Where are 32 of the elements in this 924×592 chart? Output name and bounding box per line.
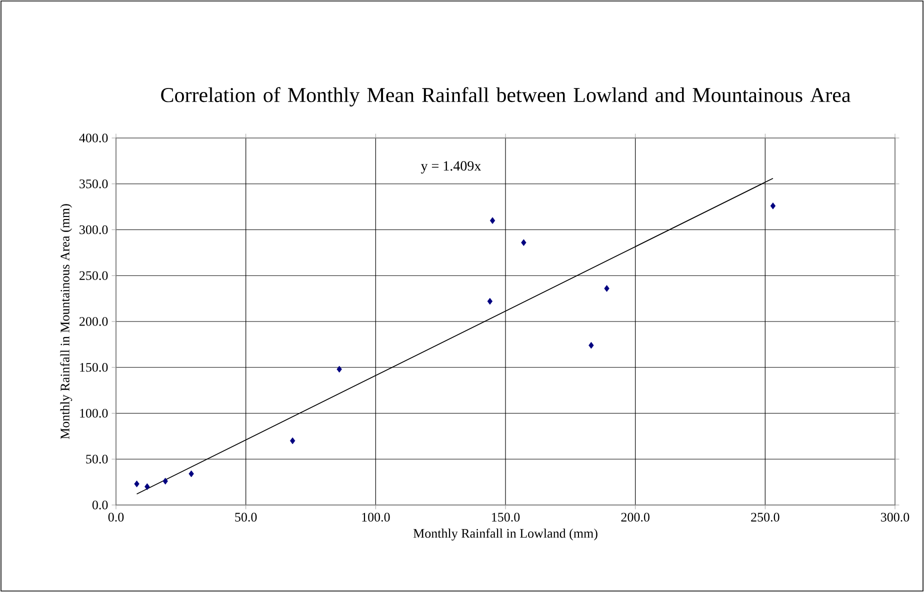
point xyxy=(487,298,493,305)
y-tick-label: 250.0 xyxy=(80,271,108,280)
x-tick-label: 150.0 xyxy=(492,512,520,522)
y-tick-label: 350.0 xyxy=(80,179,108,188)
y-tick-label: 100.0 xyxy=(80,408,108,418)
point xyxy=(144,483,150,490)
point xyxy=(188,470,194,478)
x-tick-label: 50.0 xyxy=(235,512,257,522)
x-tick-label: 200.0 xyxy=(621,512,650,522)
y-tick-label: 300.0 xyxy=(80,225,108,234)
point xyxy=(770,202,776,210)
point xyxy=(336,366,342,373)
annotation: y = 1.409x xyxy=(420,161,482,174)
point xyxy=(521,239,526,246)
point xyxy=(134,480,140,488)
y-tick-label: 150.0 xyxy=(80,362,108,372)
x-axis-title: Monthly Rainfall in Lowland (mm) xyxy=(413,528,598,540)
x-tick-label: 300.0 xyxy=(881,512,910,522)
point xyxy=(162,478,168,485)
chart-title: Correlation of Monthly Mean Rainfall between Lowland and Mountainous Area xyxy=(161,87,851,106)
x-tick-label: 250.0 xyxy=(751,512,780,522)
y-tick-label: 200.0 xyxy=(80,317,108,326)
y-tick-label: 50.0 xyxy=(86,454,108,464)
y-axis-title: Monthly Rainfall in Mountainous Area (mm) xyxy=(60,204,72,440)
x-tick-label: 0.0 xyxy=(108,512,124,522)
point xyxy=(588,342,594,349)
point xyxy=(290,437,296,444)
y-tick-label: 0.0 xyxy=(92,500,108,510)
x-tick-label: 100.0 xyxy=(362,512,390,522)
point xyxy=(604,285,610,292)
y-tick-label: 400.0 xyxy=(79,134,108,142)
point xyxy=(490,217,496,224)
